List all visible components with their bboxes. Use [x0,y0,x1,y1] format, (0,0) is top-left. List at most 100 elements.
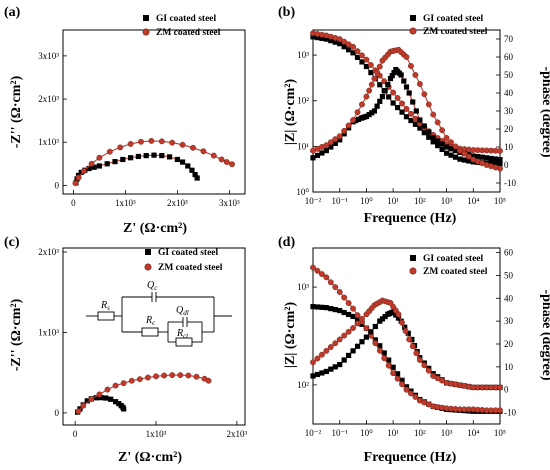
zm-phase-point [497,384,503,391]
legend-a-gi-marker [143,15,149,21]
legend-a-zm-marker [142,28,150,36]
zm-point [193,373,200,380]
gi-point [194,175,200,181]
zm-phase-point [323,142,330,149]
zm-point [120,380,127,387]
gi-phase-point [484,155,490,161]
plot-a: 0 1x10³ 2x10³ 3x10³ 0 1x10³ 2x10³ 3x10³ [38,29,246,208]
gi-modulus-point [466,158,472,164]
gi-modulus-point [426,134,432,140]
gi-modulus-point [314,35,321,41]
y-tick-label-left: 10² [297,380,309,390]
gi-phase-point [337,361,343,368]
gi-phase-point [337,137,343,143]
legend-b-zm-label: ZM coated steel [423,27,488,37]
legend-b: GI coated steel ZM coated steel [409,14,488,37]
zm-phase-point [425,367,432,374]
zm-modulus-point [385,362,392,369]
y-tick-label-right: 30 [504,106,514,116]
gi-phase-point [413,108,419,114]
x-tick-label: 10⁻¹ [331,196,348,206]
xlabel-b: Frequence (Hz) [364,211,457,226]
zm-modulus-point [394,95,401,101]
plot-frame [62,247,246,426]
gi-modulus-point [457,156,463,162]
gi-phase-point [341,131,347,137]
gi-phase-point [368,329,374,335]
gi-phase-point [430,135,436,141]
gi-modulus-point [372,337,378,343]
zm-point [158,138,165,145]
gi-phase-point [421,123,427,129]
y-tick-label-left: 10² [297,96,309,106]
gi-point [143,152,149,159]
zm-modulus-point [354,312,361,319]
gi-phase-point [405,330,411,336]
y-tick-label-right: 0 [504,385,509,395]
zm-point [190,144,196,151]
legend-d-zm-marker [409,267,417,275]
zm-phase-point [448,139,454,146]
legend-c-zm-marker [144,263,152,271]
gi-modulus-point [310,304,316,310]
zm-phase-point [336,336,343,343]
legend-d-gi-marker [410,255,416,261]
x-tick-label: 10³ [441,196,453,206]
x-tick-label: 3x10³ [219,198,240,208]
gi-phase-point [350,348,356,354]
x-tick-label: 0 [73,429,78,439]
zm-phase-point [395,311,402,318]
y-tick-label-right: 20 [504,339,514,349]
x-tick-label: 10⁴ [467,196,479,206]
zm-phase-point [409,343,416,350]
plot-b: 10⁻² 10⁻¹ 10⁰ 10¹ 10² 10³ 10⁴ 10⁵ 10⁰ 10¹ 10² 10³ -1… [296,29,516,206]
gi-point [84,398,90,404]
gi-modulus-point [430,139,436,145]
circuit-labels: Rs Qc Rc Qdl Rct [100,280,189,340]
x-tick-label: 10¹ [387,196,399,206]
gi-modulus-point [492,160,499,167]
gi-modulus-point [390,364,396,370]
y-tick-label: 0 [55,180,60,190]
zm-point [75,174,82,181]
fit-line-zm [75,140,233,184]
gi-phase-point [377,98,383,104]
gi-modulus-point [346,311,352,318]
gi-phase-point [332,364,338,370]
zm-phase-point [421,91,428,98]
zm-phase-point [402,328,409,334]
y-tick-label-right: 70 [504,34,514,44]
zm-point [144,374,151,381]
gi-phase-point [439,141,445,147]
legend-c-gi-marker [145,249,151,255]
zm-phase-point [341,332,348,339]
zm-point [88,396,95,403]
zm-modulus-point [376,347,383,354]
y-tick-label-right: 60 [504,248,514,258]
gi-point [112,159,118,165]
gi-phase-point [328,366,334,372]
x-tick-label: 10¹ [387,428,399,438]
zm-point [96,154,103,161]
label-qc: Qc [147,280,158,292]
gi-phase-point [403,84,410,90]
panel-label-b: (b) [278,5,295,20]
zm-modulus-point [408,110,414,117]
zm-modulus-point [336,289,343,295]
gi-phase-point [417,117,423,123]
zm-point [179,141,186,148]
y-tick-label-right: 50 [504,270,514,280]
gi-modulus-point [439,146,445,153]
zm-modulus-point [394,375,401,382]
zm-phase-point [439,127,446,134]
zm-modulus-point [350,305,357,312]
y-tick-label: 1x10³ [38,137,59,147]
zm-modulus-point [408,390,414,397]
gi-modulus-point [359,59,365,65]
plot-frame [312,247,501,425]
gi-phase-point [366,112,372,118]
zm-phase-point [416,81,423,87]
y-tick-label-right: 40 [504,293,514,303]
gi-phase-point [319,150,325,156]
